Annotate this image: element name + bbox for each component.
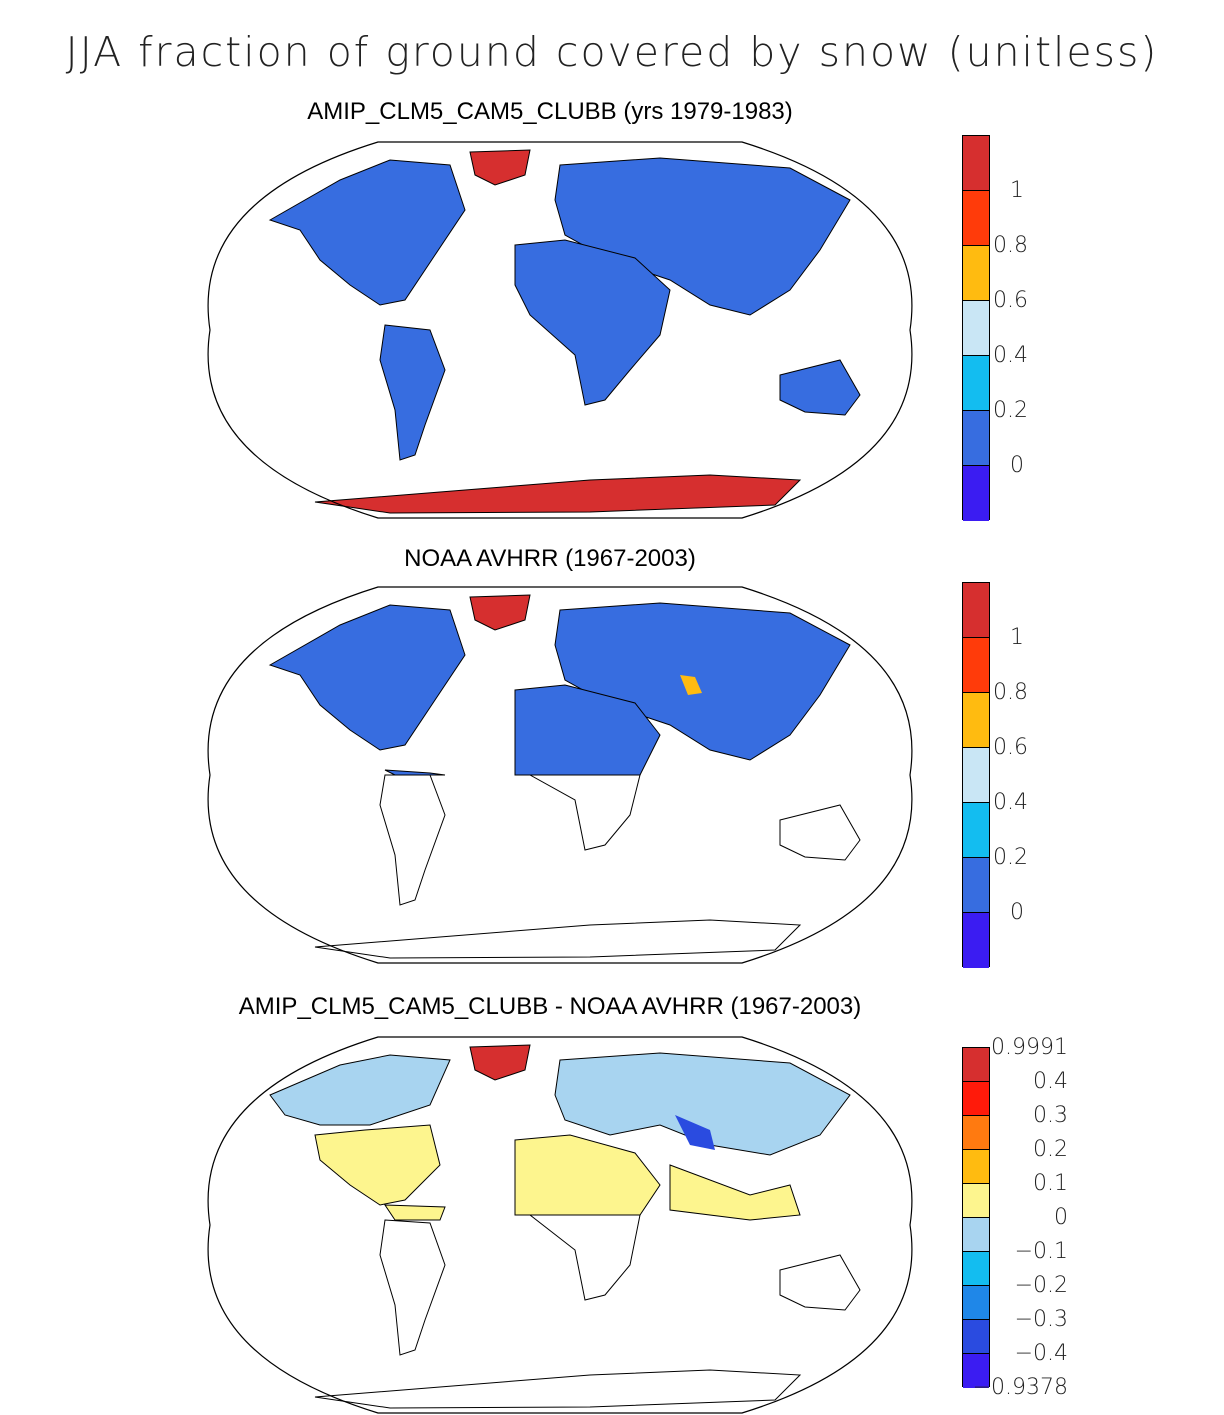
panel-2-land-outline	[314, 774, 861, 959]
panel-2-colorbar-label: 0.8	[993, 680, 1028, 705]
panel-2-colorbar-segment	[963, 693, 989, 748]
panel-1-colorbar-label: 0.6	[993, 288, 1028, 313]
panel-3-colorbar-label: 0.3	[1033, 1103, 1068, 1128]
panel-2-colorbar-label: 0.2	[993, 845, 1028, 870]
panel-3-colorbar-label: −0.4	[1014, 1341, 1068, 1366]
panel-3-colorbar-segment	[963, 1286, 989, 1320]
panel-3-colorbar-label: 0.9991	[991, 1035, 1068, 1060]
panel-2-colorbar-segment	[963, 913, 989, 968]
panel-1-colorbar-label: 0.8	[993, 233, 1028, 258]
panel-2-colorbar-segment	[963, 803, 989, 858]
panel-2-colorbar-segment	[963, 748, 989, 803]
panel-2-colorbar-segment	[963, 638, 989, 693]
panel-3-colorbar-segment	[963, 1218, 989, 1252]
panel-1-colorbar-segment	[963, 191, 989, 246]
main-title: JJA fraction of ground covered by snow (…	[65, 28, 1159, 76]
panel-2-colorbar-label: 0.6	[993, 735, 1028, 760]
panel-2-colorbar-label: 1	[1010, 625, 1024, 650]
panel-1-colorbar-label: 0.2	[993, 398, 1028, 423]
panel-2-title: NOAA AVHRR (1967-2003)	[404, 545, 696, 572]
panel-3-colorbar-segment	[963, 1320, 989, 1354]
panel-1-colorbar-segment	[963, 466, 989, 521]
panel-2-greenland	[469, 594, 531, 631]
panel-1-title: AMIP_CLM5_CAM5_CLUBB (yrs 1979-1983)	[307, 98, 793, 125]
panel-2-colorbar-label: 0	[1010, 900, 1024, 925]
panel-1-colorbar-label: 1	[1010, 178, 1024, 203]
panel-2-colorbar	[962, 582, 990, 968]
panel-1-colorbar-segment	[963, 301, 989, 356]
panel-3-tibet-negative	[675, 1115, 715, 1150]
panel-2-map	[207, 586, 913, 964]
panel-3-colorbar-label: 0.1	[1033, 1171, 1068, 1196]
panel-3-colorbar-label: −0.9378	[972, 1375, 1068, 1400]
panel-1-land	[268, 157, 861, 461]
panel-3-greenland	[469, 1044, 531, 1081]
panel-2-map-outline	[207, 586, 913, 964]
panel-1-colorbar-label: 0	[1010, 453, 1024, 478]
panel-1-antarctica	[314, 474, 802, 514]
panel-3-land-outline	[314, 1214, 861, 1409]
panel-3-colorbar-segment	[963, 1048, 989, 1082]
panel-3-colorbar-label: −0.1	[1014, 1239, 1068, 1264]
panel-3-colorbar-label: 0.2	[1033, 1137, 1068, 1162]
panel-2-colorbar-label: 0.4	[993, 790, 1028, 815]
panel-3-colorbar-segment	[963, 1082, 989, 1116]
panel-3-land-blue	[269, 1052, 851, 1156]
panel-1-map-outline	[207, 141, 913, 519]
panel-1-map	[207, 141, 913, 519]
panel-2-colorbar-segment	[963, 858, 989, 913]
panel-1-colorbar-segment	[963, 411, 989, 466]
panel-1-greenland	[469, 149, 531, 186]
panel-3-colorbar-segment	[963, 1116, 989, 1150]
panel-3-colorbar-segment	[963, 1252, 989, 1286]
panel-2-tibet-hotspot	[680, 675, 702, 695]
panel-2-land-covered	[268, 602, 851, 776]
panel-3-colorbar	[962, 1047, 990, 1388]
panel-3-colorbar-label: 0	[1054, 1205, 1068, 1230]
panel-3-colorbar-label: 0.4	[1033, 1069, 1068, 1094]
panel-3-colorbar-label: −0.2	[1014, 1273, 1068, 1298]
panel-2-colorbar-segment	[963, 583, 989, 638]
panel-3-land-yellow	[314, 1124, 801, 1221]
panel-1-colorbar-segment	[963, 356, 989, 411]
panel-3-colorbar-segment	[963, 1354, 989, 1388]
panel-3-map	[207, 1036, 913, 1414]
panel-1-colorbar-label: 0.4	[993, 343, 1028, 368]
panel-3-colorbar-segment	[963, 1184, 989, 1218]
panel-3-title: AMIP_CLM5_CAM5_CLUBB - NOAA AVHRR (1967-…	[238, 993, 862, 1020]
panel-3-colorbar-label: −0.3	[1014, 1307, 1068, 1332]
panel-1-colorbar-segment	[963, 136, 989, 191]
panel-3-colorbar-segment	[963, 1150, 989, 1184]
panel-1-colorbar	[962, 135, 990, 521]
panel-1-colorbar-segment	[963, 246, 989, 301]
